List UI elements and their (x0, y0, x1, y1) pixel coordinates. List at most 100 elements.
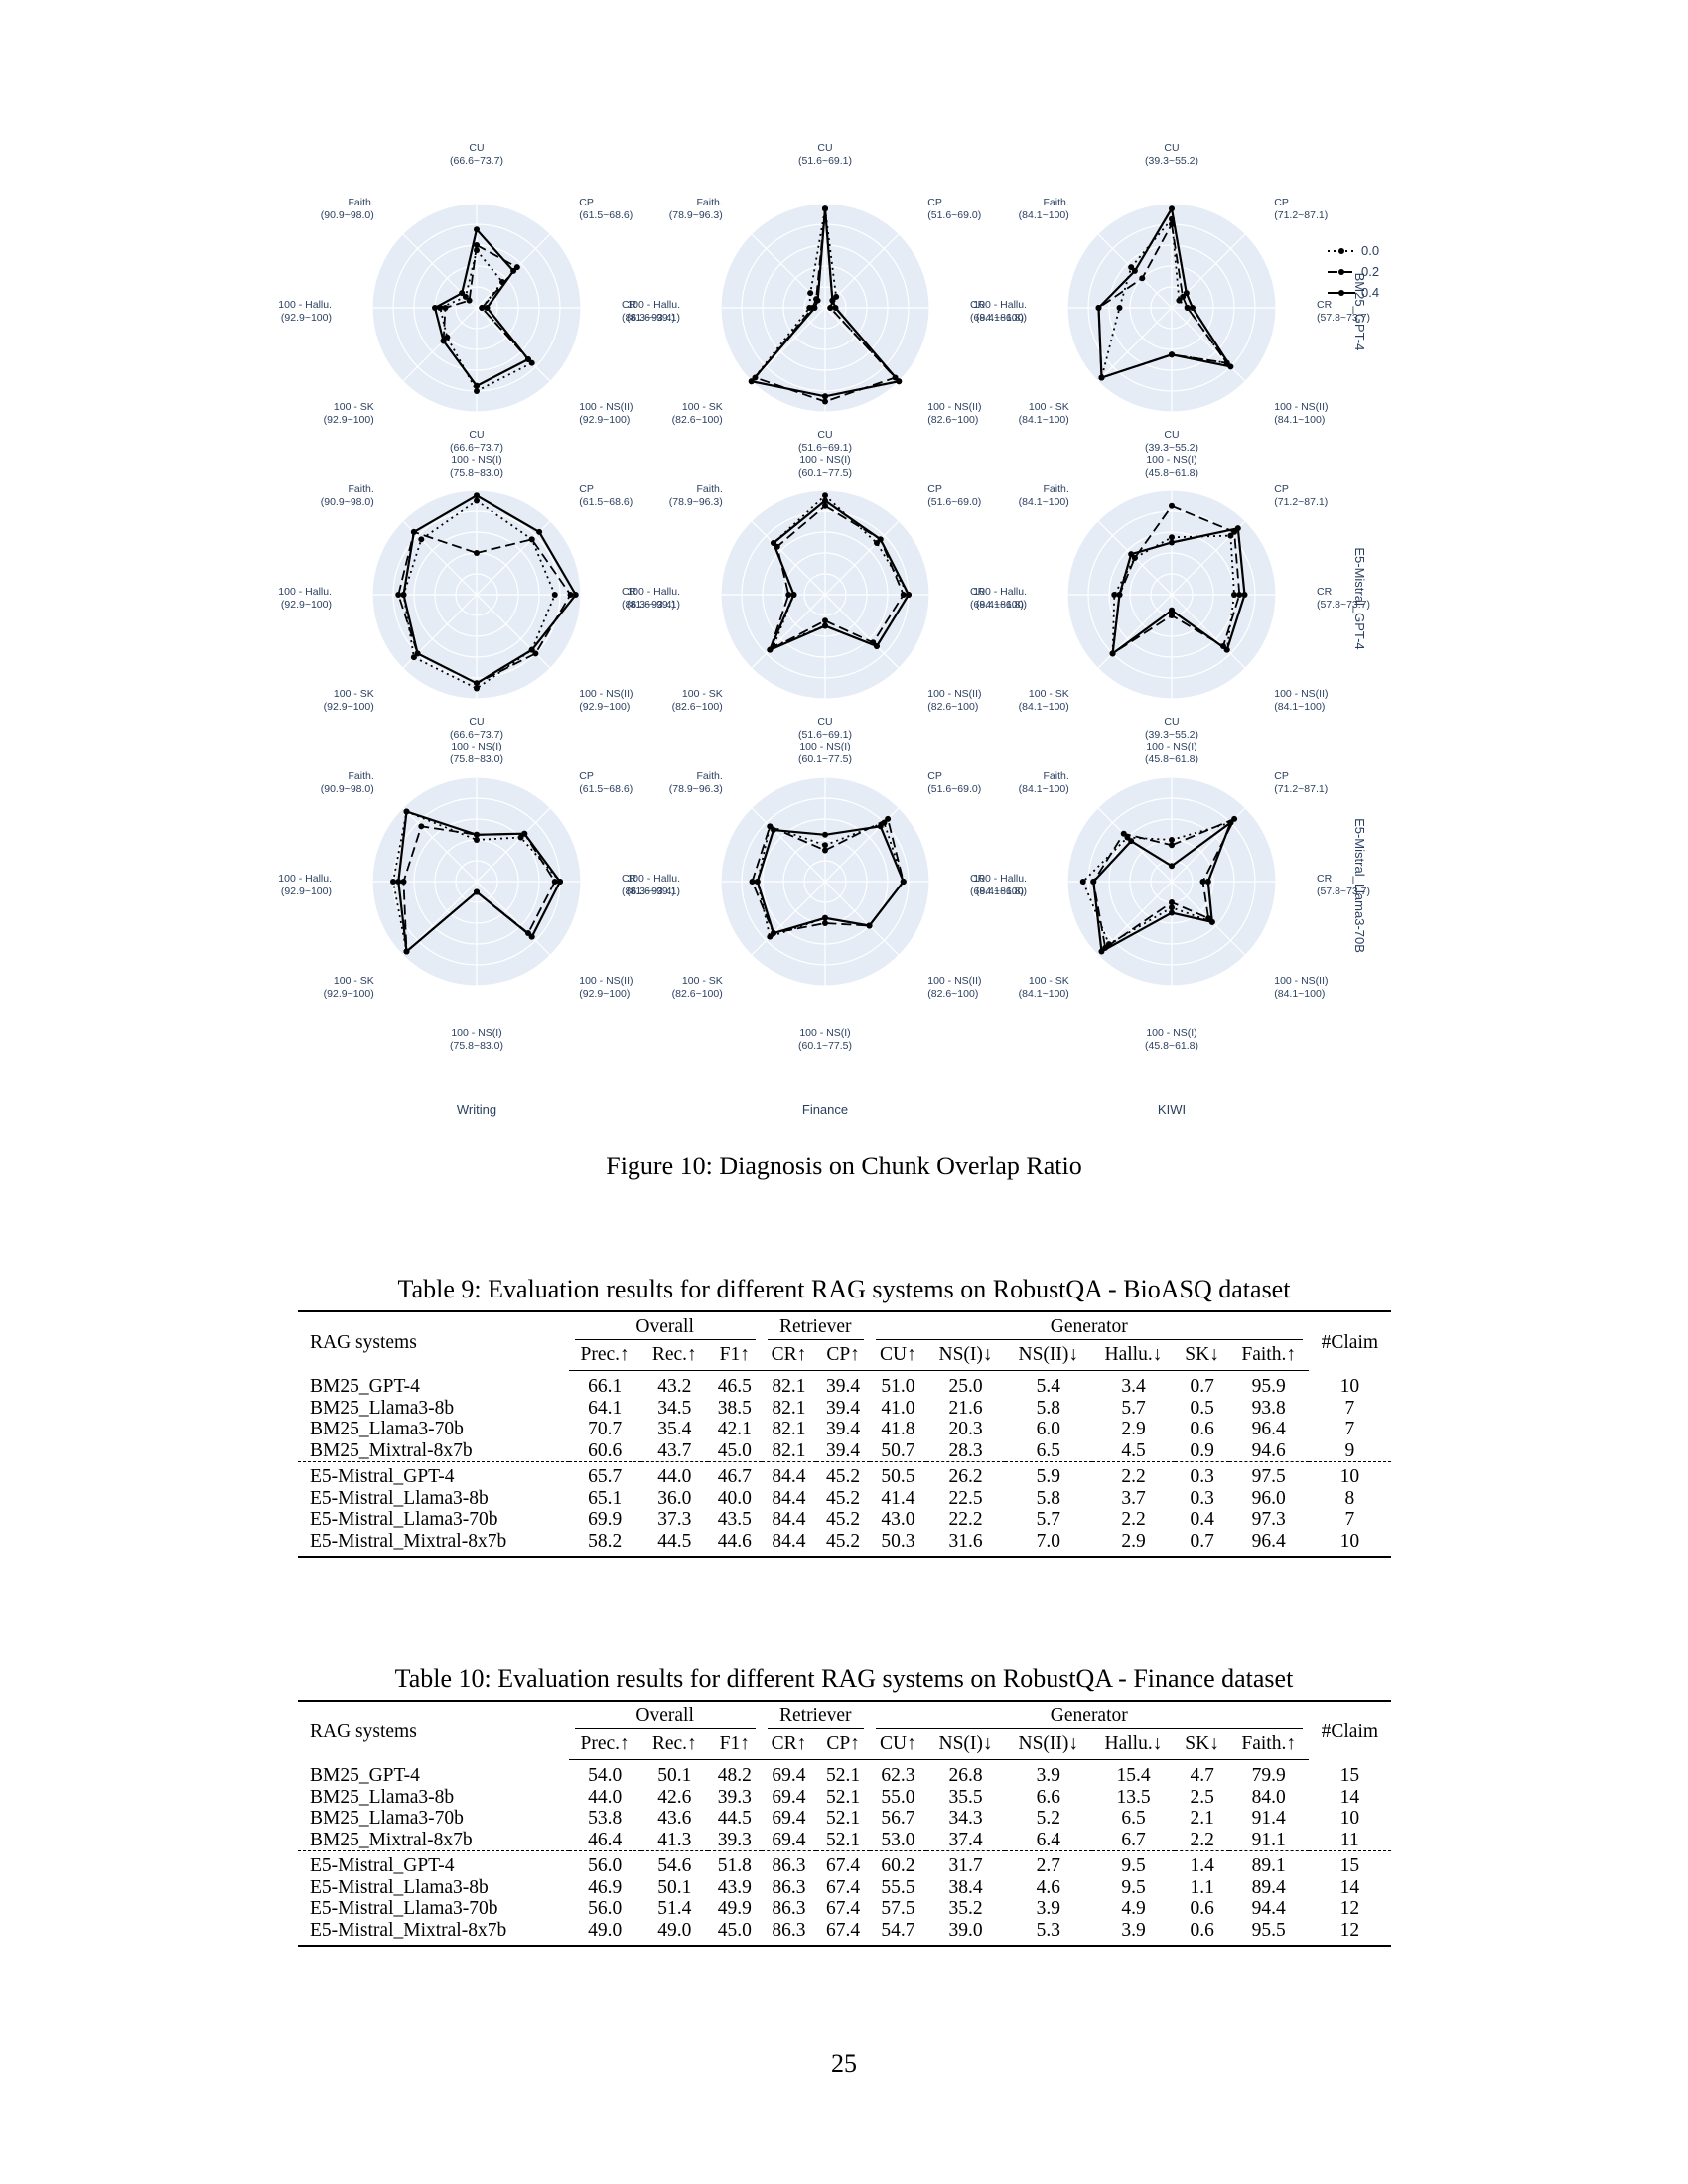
data-point (906, 592, 912, 598)
data-point (1169, 904, 1175, 911)
table-cell: 2.5 (1190, 1786, 1214, 1808)
data-point (528, 646, 535, 653)
table-cell: 82.1 (772, 1439, 806, 1461)
axis-label: 100 - SK (682, 401, 723, 413)
axis-label: CU (1164, 429, 1179, 441)
table-cell: 44.5 (640, 1530, 708, 1558)
data-point (822, 497, 828, 504)
table-cell: 43.9 (717, 1876, 752, 1898)
axis-range-label: (92.9~100) (579, 988, 630, 1000)
table-cell: 50.7 (881, 1439, 915, 1461)
table-cell: 7 (1344, 1419, 1355, 1439)
table-cell: 34.3 (948, 1808, 983, 1829)
radar-chart: CU(51.6~69.1)CP(51.6~69.0)CR(69.4~86.8)1… (627, 429, 1024, 765)
table-cell: 69.4 (772, 1808, 806, 1829)
axis-range-label: (92.9~100) (324, 414, 374, 426)
table-cell: 46.5 (717, 1376, 752, 1397)
table-cell: 96.0 (1251, 1487, 1286, 1509)
table-cell: 45.2 (826, 1509, 861, 1530)
axis-label: CR (1317, 586, 1333, 598)
axis-range-label: (84.1~100) (1274, 414, 1325, 426)
column-header: Hallu.↓ (1091, 1339, 1176, 1371)
axis-range-label: (75.8~83.0) (450, 753, 503, 765)
axis-label: Faith. (348, 197, 373, 208)
data-point (1184, 305, 1191, 311)
axis-label: 100 - Hallu. (278, 299, 332, 311)
axis-label: CR (622, 873, 637, 885)
column-header: CP↑ (816, 1728, 870, 1760)
axis-label: CU (469, 429, 484, 441)
axis-label: 100 - NS(I) (1146, 454, 1196, 466)
table-cell: 38.4 (948, 1876, 983, 1898)
table-cell: 44.0 (588, 1786, 623, 1808)
table-cell: 84.4 (772, 1509, 806, 1530)
data-point (771, 929, 777, 936)
data-point (1124, 834, 1131, 841)
table-cell: 89.1 (1228, 1850, 1309, 1877)
axis-label: 100 - NS(I) (799, 741, 850, 752)
data-point (822, 398, 828, 405)
table-cell: 69.9 (588, 1509, 623, 1530)
data-point (557, 879, 563, 885)
table-cell: 9.5 (1121, 1876, 1146, 1898)
table-cell: 51.0 (881, 1376, 915, 1397)
axis-label: 100 - Hallu. (627, 586, 680, 598)
axis-range-label: (84.1~100) (1019, 783, 1069, 795)
column-header: CU↑ (869, 1339, 926, 1371)
table-cell: 11 (1339, 1829, 1359, 1850)
data-point (767, 646, 774, 653)
axis-label: CP (1274, 770, 1289, 782)
data-point (873, 540, 880, 547)
table-cell: 55.5 (881, 1876, 915, 1898)
axis-range-label: (51.6~69.0) (927, 209, 981, 221)
table-cell: 45.0 (708, 1919, 762, 1947)
table-cell: 51.8 (708, 1850, 762, 1877)
data-point (829, 297, 836, 304)
data-point (474, 497, 480, 504)
data-point (440, 338, 447, 344)
axis-label: Faith. (348, 770, 373, 782)
data-point (466, 297, 473, 304)
axis-range-label: (84.1~100) (976, 886, 1027, 897)
data-point (822, 847, 828, 854)
table-cell: 0.3 (1190, 1487, 1214, 1509)
data-point (866, 922, 873, 929)
table-cell: 46.7 (708, 1461, 762, 1488)
data-point (1131, 554, 1138, 561)
axis-range-label: (71.2~87.1) (1274, 783, 1328, 795)
legend-marker (1338, 269, 1344, 275)
table-cell: 49.0 (568, 1919, 641, 1947)
data-point (1169, 863, 1175, 870)
axis-label: 100 - SK (682, 975, 723, 987)
table-cell: 8 (1344, 1487, 1355, 1509)
table-cell: 15 (1339, 1764, 1360, 1786)
row-title: E5-Mistral_GPT-4 (1352, 547, 1367, 649)
radar-spoke (824, 594, 900, 669)
axis-range-label: (84.1~100) (976, 312, 1027, 324)
table-cell: 5.7 (1036, 1509, 1061, 1530)
table-cell: 13.5 (1116, 1786, 1151, 1808)
axis-range-label: (75.8~83.0) (450, 467, 503, 478)
axis-range-label: (51.6~69.0) (927, 496, 981, 508)
table-cell: 84.0 (1251, 1786, 1286, 1808)
table-cell: 0.4 (1190, 1509, 1214, 1530)
system-name-cell: BM25_Llama3-8b (310, 1786, 455, 1808)
data-point (403, 808, 410, 815)
data-point (551, 592, 558, 598)
table-cell: 65.1 (588, 1487, 623, 1509)
axis-range-label: (51.6~69.1) (798, 729, 852, 741)
data-point (1111, 592, 1118, 598)
column-title: KIWI (1158, 1102, 1186, 1117)
data-point (1116, 305, 1123, 311)
axis-range-label: (57.8~73.7) (1317, 886, 1370, 897)
table-cell: 95.5 (1228, 1919, 1309, 1947)
data-point (1095, 305, 1102, 311)
system-name-cell: E5-Mistral_GPT-4 (298, 1461, 569, 1488)
table-cell: 2.2 (1190, 1829, 1214, 1850)
axis-range-label: (51.6~69.1) (798, 155, 852, 167)
data-point (1169, 909, 1175, 916)
table-cell: 26.8 (948, 1765, 983, 1786)
column-header: Rec.↑ (640, 1728, 708, 1760)
table-cell: 3.9 (1036, 1765, 1061, 1786)
table-cell: 64.1 (588, 1397, 623, 1419)
